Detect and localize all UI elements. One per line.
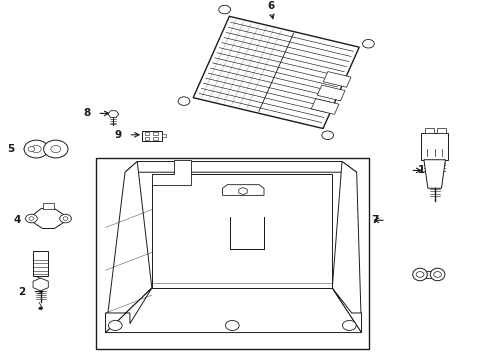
- Polygon shape: [34, 208, 63, 229]
- Polygon shape: [152, 160, 190, 185]
- Bar: [419, 271, 437, 278]
- Bar: [436, 128, 445, 133]
- Text: 9: 9: [114, 130, 121, 140]
- Polygon shape: [125, 162, 356, 172]
- Ellipse shape: [429, 268, 444, 281]
- Circle shape: [28, 147, 35, 152]
- Bar: [153, 132, 158, 135]
- Polygon shape: [222, 185, 264, 195]
- Circle shape: [178, 97, 189, 105]
- Polygon shape: [423, 160, 445, 188]
- Text: 8: 8: [83, 108, 90, 118]
- Circle shape: [433, 272, 441, 277]
- Circle shape: [29, 217, 34, 220]
- Polygon shape: [105, 162, 152, 333]
- Circle shape: [218, 5, 230, 14]
- Polygon shape: [331, 162, 361, 333]
- Text: 7: 7: [371, 215, 378, 225]
- Circle shape: [51, 145, 61, 153]
- Circle shape: [225, 320, 239, 330]
- Polygon shape: [323, 72, 350, 87]
- Bar: [420, 133, 447, 160]
- Bar: [33, 251, 48, 275]
- Bar: [144, 137, 149, 140]
- Circle shape: [63, 217, 68, 220]
- Bar: [36, 144, 56, 154]
- Bar: [142, 131, 161, 141]
- Polygon shape: [105, 288, 152, 333]
- Text: 1: 1: [417, 166, 424, 175]
- Text: 6: 6: [267, 1, 274, 12]
- Text: 2: 2: [18, 287, 25, 297]
- Ellipse shape: [412, 268, 427, 281]
- Circle shape: [25, 214, 37, 223]
- Circle shape: [108, 320, 122, 330]
- Bar: [42, 203, 54, 208]
- Bar: [161, 134, 166, 137]
- Text: 5: 5: [7, 144, 14, 154]
- Circle shape: [342, 320, 355, 330]
- Circle shape: [60, 214, 71, 223]
- Polygon shape: [193, 16, 359, 129]
- Circle shape: [39, 307, 42, 310]
- Polygon shape: [331, 288, 361, 333]
- Text: 3: 3: [424, 271, 431, 280]
- Text: 4: 4: [13, 215, 20, 225]
- Polygon shape: [317, 85, 345, 101]
- Bar: [96, 158, 368, 348]
- Bar: [424, 128, 433, 133]
- Circle shape: [43, 140, 68, 158]
- Ellipse shape: [26, 144, 36, 154]
- Circle shape: [31, 145, 41, 153]
- Bar: [153, 137, 158, 140]
- Polygon shape: [152, 174, 331, 288]
- Polygon shape: [311, 99, 338, 114]
- Circle shape: [362, 40, 373, 48]
- Circle shape: [24, 140, 48, 158]
- Circle shape: [415, 272, 423, 277]
- Circle shape: [321, 131, 333, 140]
- Bar: [144, 132, 149, 135]
- Polygon shape: [105, 288, 361, 333]
